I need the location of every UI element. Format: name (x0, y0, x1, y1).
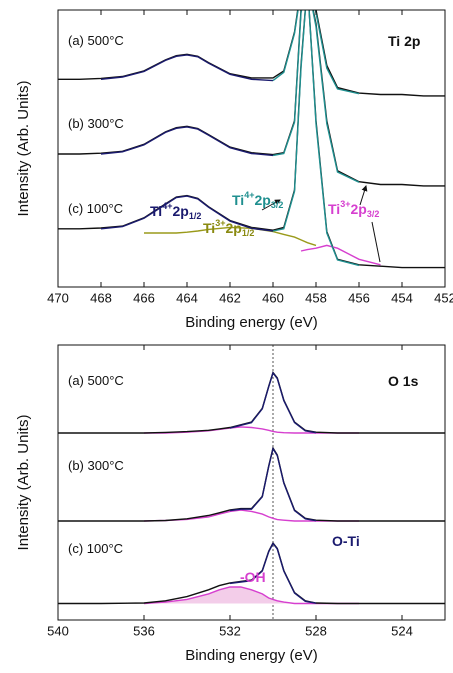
spectrum-line (100, 126, 274, 157)
annotation: (b) 300°C (68, 116, 124, 131)
annotation-part: 4+ (244, 190, 254, 200)
annotation: Ti4+2p1/2 (150, 201, 201, 221)
spectrum-line (229, 542, 317, 604)
spectrum-line (272, 10, 360, 95)
annotation-part: 2p (254, 192, 270, 208)
annotation-part: (a) 500°C (68, 33, 124, 48)
x-tick-label: 524 (391, 623, 413, 638)
x-tick-label: 536 (133, 623, 155, 638)
annotation: Ti 2p (388, 33, 420, 49)
arrow (371, 221, 381, 263)
annotation: Ti3+2p1/2 (203, 218, 254, 238)
annotation-part: Ti 2p (388, 33, 420, 49)
x-tick-label: 462 (219, 290, 241, 305)
annotation-part: (a) 500°C (68, 373, 124, 388)
spectrum-line (143, 509, 359, 522)
annotation: (b) 300°C (68, 458, 124, 473)
annotation-part: Ti (150, 203, 162, 219)
annotation-part: 2p (172, 203, 188, 219)
spectrum-line (229, 446, 317, 522)
annotation: (c) 100°C (68, 541, 123, 556)
plot-area (58, 10, 445, 269)
annotation-part: (c) 100°C (68, 541, 123, 556)
spectrum-line (100, 195, 274, 232)
annotation-part: O 1s (388, 373, 419, 389)
plot-frame (57, 9, 446, 288)
x-tick-label: 540 (47, 623, 69, 638)
annotation: -OH (240, 569, 266, 585)
x-tick-label: 464 (176, 290, 198, 305)
x-tick-label: 470 (47, 290, 69, 305)
annotation-part: -OH (240, 569, 266, 585)
annotation-part: 3/2 (271, 200, 284, 210)
spectrum-line (58, 10, 445, 187)
spectrum-line (100, 54, 274, 82)
x-tick-label: 460 (262, 290, 284, 305)
annotation: O-Ti (332, 533, 360, 549)
annotation-part: Ti (203, 220, 215, 236)
plot-frame (57, 344, 446, 621)
spectrum-line (144, 226, 317, 247)
annotation: (a) 500°C (68, 33, 124, 48)
annotation-part: 1/2 (242, 228, 255, 238)
annotation: (c) 100°C (68, 201, 123, 216)
area (144, 587, 359, 604)
x-tick-label: 454 (391, 290, 413, 305)
x-tick-label: 532 (219, 623, 241, 638)
annotation-part: 1/2 (189, 211, 202, 221)
annotation-part: 3/2 (367, 209, 380, 219)
annotation-part: 4+ (162, 201, 172, 211)
spectrum-line (300, 244, 381, 266)
y-axis-label: Intensity (Arb. Units) (15, 81, 32, 217)
annotation-part: (c) 100°C (68, 201, 123, 216)
spectrum-line (272, 10, 360, 267)
annotation-part: 2p (225, 220, 241, 236)
annotation-part: 3+ (215, 218, 225, 228)
x-tick-label: 528 (305, 623, 327, 638)
x-tick-label: 456 (348, 290, 370, 305)
annotation-part: 3+ (340, 199, 350, 209)
x-tick-label: 458 (305, 290, 327, 305)
annotation-part: Ti (232, 192, 244, 208)
annotation-part: 2p (350, 201, 366, 217)
annotation: O 1s (388, 373, 419, 389)
y-axis-label: Intensity (Arb. Units) (15, 415, 32, 551)
x-tick-label: 452 (434, 290, 453, 305)
x-tick-label: 466 (133, 290, 155, 305)
spectrum-line (229, 371, 317, 434)
annotation-part: Ti (328, 201, 340, 217)
x-axis-label: Binding energy (eV) (185, 314, 318, 331)
x-tick-label: 468 (90, 290, 112, 305)
annotation-part: (b) 300°C (68, 116, 124, 131)
arrow (359, 185, 368, 206)
annotation: Ti3+2p3/2 (328, 199, 379, 219)
plot-area (58, 345, 445, 620)
spectrum-line (272, 10, 360, 183)
annotation-part: (b) 300°C (68, 458, 124, 473)
arrow (261, 199, 281, 211)
annotation-part: O-Ti (332, 533, 360, 549)
annotation: Ti4+2p3/2 (232, 190, 283, 210)
spectrum-line (143, 586, 359, 605)
x-axis-label: Binding energy (eV) (185, 647, 318, 664)
annotation: (a) 500°C (68, 373, 124, 388)
